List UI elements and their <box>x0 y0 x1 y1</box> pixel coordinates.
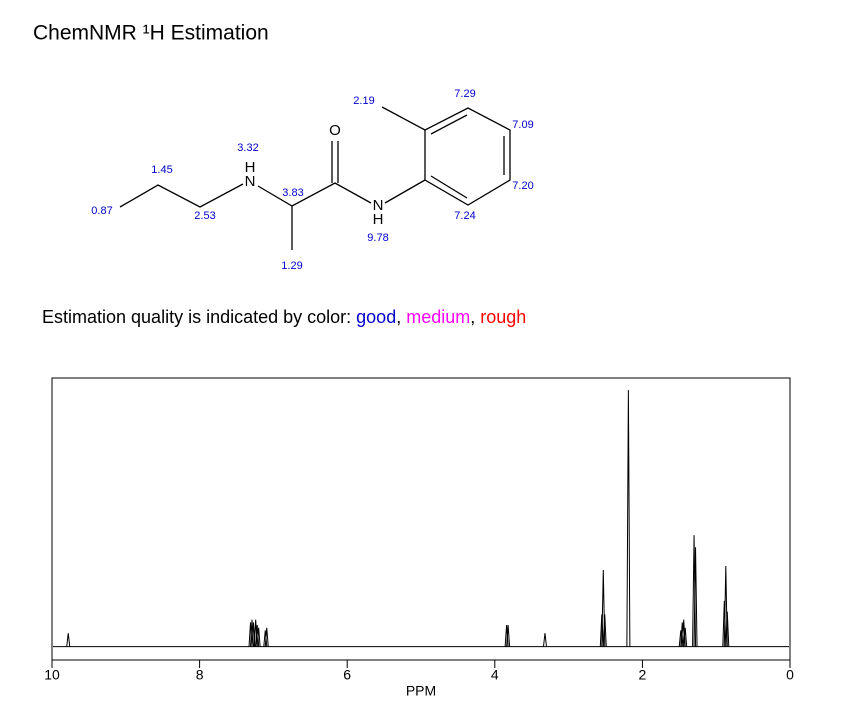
x-axis-label: PPM <box>406 683 436 699</box>
bond <box>384 179 426 204</box>
peak <box>693 547 698 647</box>
peak <box>248 622 253 647</box>
atom: O <box>329 122 341 139</box>
peak <box>725 611 730 647</box>
peak <box>683 627 688 647</box>
ring <box>424 107 511 206</box>
x-tick-label: 6 <box>343 667 351 683</box>
note-segment: good <box>356 307 396 327</box>
shift-label: 0.87 <box>91 205 112 217</box>
shift-label: 1.45 <box>151 164 172 176</box>
shift-label: 7.24 <box>454 210 475 222</box>
peak <box>599 614 604 647</box>
x-tick-label: 4 <box>491 667 499 683</box>
shift-label: 7.09 <box>512 119 533 131</box>
shift-label: 9.78 <box>367 232 388 244</box>
bond <box>430 175 468 199</box>
peak <box>504 625 509 647</box>
shift-label: 1.29 <box>281 260 302 272</box>
bond <box>257 182 372 207</box>
peak <box>601 570 606 647</box>
title: ChemNMR ¹H Estimation <box>33 22 269 45</box>
peak <box>264 627 269 647</box>
note-segment: , <box>470 307 480 327</box>
shift-label: 2.53 <box>194 210 215 222</box>
peak <box>66 633 71 647</box>
plot-frame <box>51 377 791 661</box>
x-tick-label: 10 <box>44 667 60 683</box>
peak <box>678 630 683 647</box>
peak <box>602 614 607 647</box>
x-tick-label: 2 <box>639 667 647 683</box>
peak <box>256 627 261 647</box>
bond <box>381 106 426 131</box>
atom: N <box>245 173 256 190</box>
atom: H <box>373 211 384 228</box>
note-segment: Estimation quality is indicated by color… <box>42 307 356 327</box>
shift-label: 7.20 <box>512 180 533 192</box>
peak <box>506 625 511 647</box>
shift-label: 7.29 <box>454 88 475 100</box>
x-tick-label: 8 <box>196 667 204 683</box>
shift-label: 3.32 <box>237 142 258 154</box>
bond <box>430 114 468 135</box>
shift-label: 3.83 <box>282 187 303 199</box>
peak <box>680 622 685 647</box>
peak <box>626 390 631 647</box>
x-tick-label: 0 <box>786 667 794 683</box>
note-segment: , <box>396 307 406 327</box>
molecule: N H O N H 0.87 1.45 2.53 3.32 3.83 1.29 … <box>91 88 533 272</box>
atom: N <box>373 197 384 214</box>
note-segment: rough <box>480 307 526 327</box>
peak <box>722 600 727 647</box>
quality-note: Estimation quality is indicated by color… <box>42 307 526 327</box>
shift-label: 2.19 <box>353 95 374 107</box>
peak <box>542 633 547 647</box>
atom: H <box>245 159 256 176</box>
note-segment: medium <box>406 307 470 327</box>
peak <box>263 630 268 647</box>
bond <box>119 183 244 208</box>
